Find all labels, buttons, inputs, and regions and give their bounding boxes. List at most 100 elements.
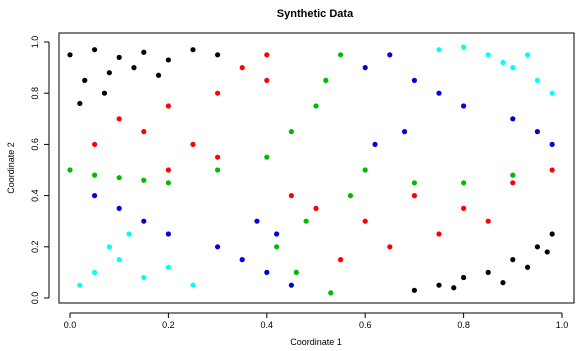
data-point-black [549,231,555,237]
data-point-red [264,52,270,58]
data-point-green [165,180,171,186]
data-point-black [116,54,122,60]
data-point-blue [372,141,378,147]
data-point-green [362,167,368,173]
data-point-red [485,218,491,224]
x-tick-label: 0.0 [64,320,77,330]
data-point-red [264,77,270,83]
data-point-blue [549,141,555,147]
y-tick-label: 0.2 [30,241,40,254]
data-point-cyan [524,52,531,58]
data-point-green [92,172,98,178]
data-point-green [510,172,516,178]
data-point-black [92,47,98,53]
data-point-cyan [106,244,112,250]
data-point-red [313,205,319,211]
data-point-black [544,249,550,255]
data-point-red [510,180,516,186]
data-point-black [411,287,417,293]
data-point-green [116,175,122,181]
data-point-cyan [141,274,147,281]
data-point-red [549,167,555,173]
data-point-blue [215,244,221,250]
data-point-black [141,49,147,55]
data-point-green [303,218,309,224]
data-point-red [215,154,221,160]
y-axis-label: Coordinate 2 [6,142,16,194]
y-tick-label: 0.8 [30,87,40,100]
data-point-black [155,72,162,78]
data-point-blue [461,103,467,109]
data-point-blue [274,231,280,237]
data-point-cyan [126,231,132,237]
x-axis-ticks: 0.0 0.2 0.4 0.6 0.8 1.0 [64,313,568,330]
data-point-blue [387,52,393,58]
data-point-blue [239,257,245,263]
data-point-cyan [165,264,171,270]
data-point-cyan [549,90,555,96]
data-point-black [500,280,506,286]
data-point-green [67,167,73,173]
data-point-red [436,231,442,237]
data-point-green [215,167,221,173]
data-point-cyan [77,282,83,288]
data-point-red [362,218,368,224]
data-point-red [141,129,147,135]
data-point-cyan [190,282,196,288]
y-tick-label: 0.0 [30,292,40,305]
x-tick-label: 0.4 [261,320,274,330]
data-point-cyan [436,47,442,53]
data-point-black [510,257,516,263]
data-point-red [461,205,467,211]
data-point-green [264,154,270,160]
data-point-red [338,257,344,263]
y-tick-label: 1.0 [30,36,40,49]
y-tick-label: 0.4 [30,189,40,202]
data-point-cyan [116,257,122,263]
data-point-black [106,70,112,76]
data-point-black [101,90,108,96]
data-point-black [82,77,88,83]
data-point-red [165,167,171,173]
data-point-blue [288,282,294,288]
data-point-black [451,285,457,291]
data-point-green [411,180,417,186]
data-point-blue [92,193,98,199]
x-axis-label: Coordinate 1 [290,337,342,347]
data-point-cyan [485,52,491,58]
data-point-blue [165,231,171,237]
data-point-blue [116,205,122,211]
data-point-green [313,103,319,109]
data-point-red [239,65,245,71]
data-point-blue [401,129,408,135]
data-point-blue [254,218,260,224]
data-point-blue [264,269,270,275]
data-point-green [461,180,467,186]
data-point-black [485,269,491,275]
data-point-blue [411,77,417,83]
y-tick-label: 0.6 [30,138,40,151]
data-point-green [274,244,280,250]
data-point-blue [141,218,147,224]
data-point-blue [436,90,442,96]
data-point-blue [534,129,541,135]
data-point-black [67,52,73,58]
data-point-cyan [461,44,467,50]
data-point-red [116,116,122,122]
x-tick-label: 0.2 [162,320,175,330]
data-point-green [293,269,299,275]
data-point-red [288,193,294,199]
data-point-cyan [500,59,506,66]
data-point-black [534,244,541,250]
data-point-red [215,90,221,96]
data-point-red [411,193,417,199]
y-axis-ticks: 0.0 0.2 0.4 0.6 0.8 1.0 [30,36,49,305]
data-point-green [288,129,294,135]
data-point-black [461,274,467,281]
data-point-black [436,282,442,288]
data-points [67,44,555,296]
data-point-red [190,141,196,147]
data-point-cyan [92,269,98,275]
data-point-red [165,103,171,109]
